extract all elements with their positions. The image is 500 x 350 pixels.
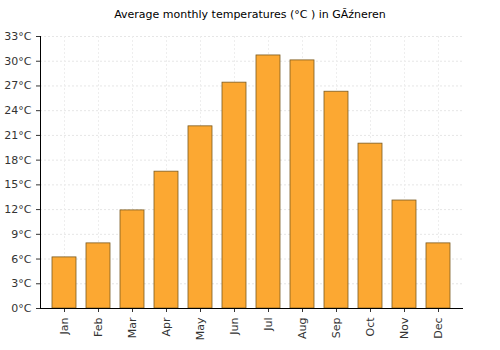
- svg-text:27°C: 27°C: [4, 79, 31, 92]
- svg-text:15°C: 15°C: [4, 178, 31, 191]
- svg-text:18°C: 18°C: [4, 154, 31, 167]
- svg-text:33°C: 33°C: [4, 30, 31, 43]
- svg-text:12°C: 12°C: [4, 203, 31, 216]
- svg-text:May: May: [194, 317, 207, 340]
- svg-text:0°C: 0°C: [11, 302, 31, 315]
- svg-text:Sep: Sep: [330, 317, 343, 338]
- svg-text:9°C: 9°C: [11, 228, 31, 241]
- svg-text:Apr: Apr: [160, 317, 173, 337]
- svg-text:6°C: 6°C: [11, 253, 31, 266]
- svg-text:Feb: Feb: [92, 317, 105, 336]
- svg-text:Jun: Jun: [228, 317, 241, 335]
- svg-text:Jul: Jul: [262, 318, 275, 332]
- svg-text:3°C: 3°C: [11, 277, 31, 290]
- svg-text:Nov: Nov: [398, 317, 411, 339]
- svg-text:30°C: 30°C: [4, 55, 31, 68]
- svg-text:21°C: 21°C: [4, 129, 31, 142]
- svg-text:Oct: Oct: [364, 317, 377, 337]
- svg-text:24°C: 24°C: [4, 104, 31, 117]
- svg-text:Dec: Dec: [432, 318, 445, 339]
- svg-text:Jan: Jan: [58, 317, 71, 335]
- html-text:Average monthly temperatures (: Average monthly temperatures (°C ) in GĂ…: [114, 8, 386, 21]
- svg-text:Mar: Mar: [126, 317, 139, 338]
- svg-text:Aug: Aug: [296, 318, 309, 339]
